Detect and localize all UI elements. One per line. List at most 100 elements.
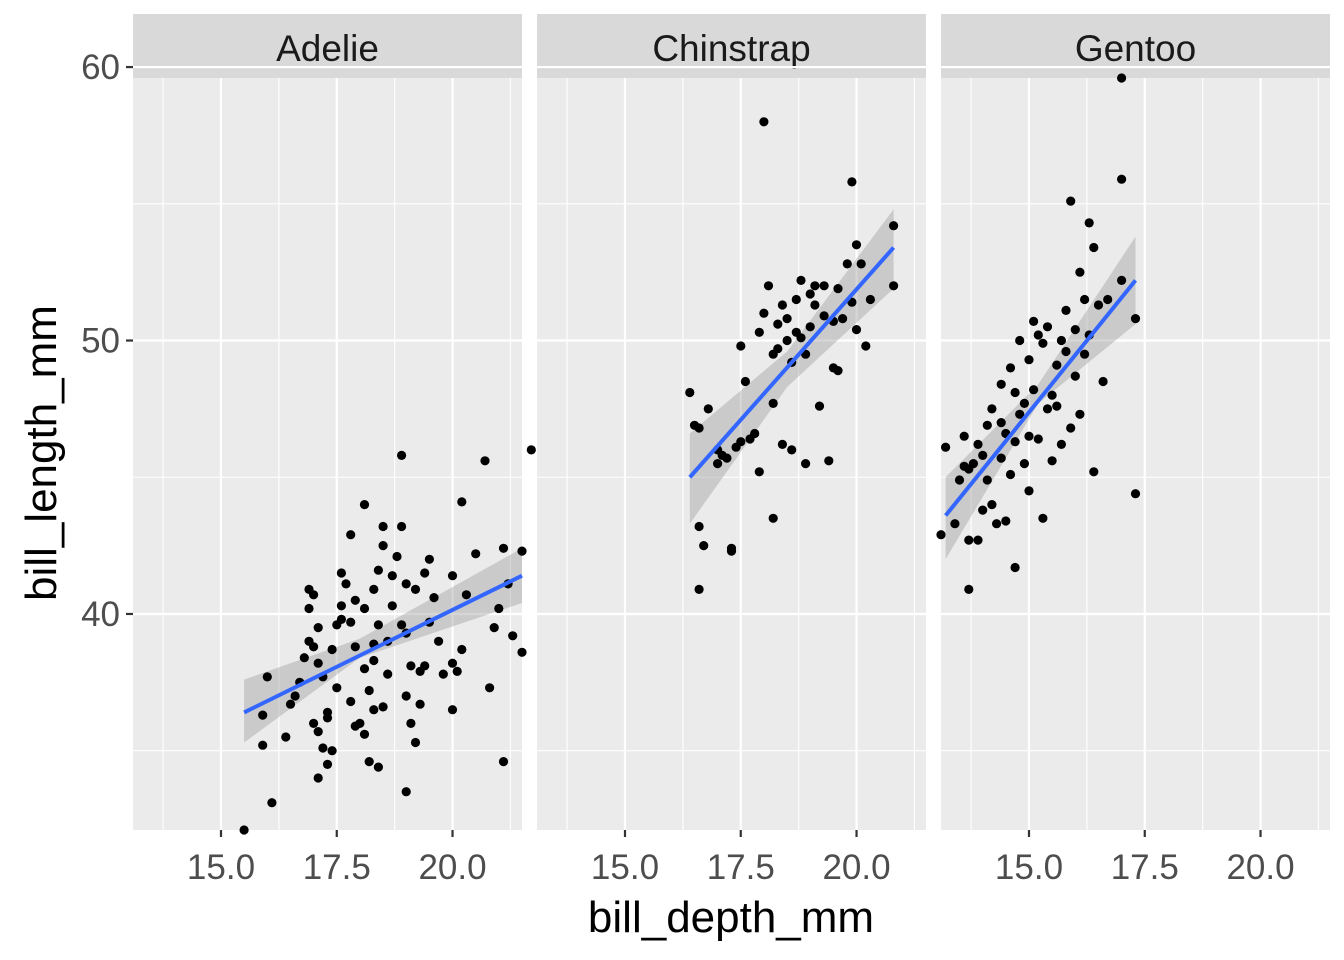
data-point [791,294,801,305]
data-point [336,614,346,625]
data-point [526,445,536,455]
data-point [346,617,356,627]
data-point [378,521,388,532]
data-point [309,718,319,729]
data-point [397,521,407,532]
data-point [262,672,272,682]
data-point [787,445,797,455]
data-point [978,505,988,515]
data-point [973,535,983,545]
data-point [768,398,778,408]
data-point [1019,459,1029,469]
data-point [480,456,490,466]
data-point [1089,242,1099,253]
data-point [313,658,323,668]
data-point [782,314,792,324]
data-point [452,666,462,677]
data-point [1052,401,1062,411]
data-point [801,459,811,469]
data-point [768,513,778,523]
data-point [322,707,333,718]
data-point [359,500,370,510]
data-point [498,757,509,767]
data-point [327,644,337,655]
data-point [359,664,370,674]
data-point [838,314,848,324]
data-point [759,117,769,127]
data-point [424,554,434,564]
data-point [805,289,815,299]
data-point [978,450,988,460]
data-point [950,519,960,529]
data-point [373,620,383,630]
data-point [736,437,746,447]
data-point [299,653,309,663]
data-point [1130,489,1141,499]
data-point [517,546,527,556]
data-point [694,584,704,595]
data-point [1029,316,1039,326]
data-point [763,281,774,291]
data-point [833,366,843,376]
data-point [359,603,370,614]
data-point [1010,562,1020,573]
facet-strip-label: Gentoo [1075,28,1196,69]
data-point [996,418,1006,428]
data-point [392,551,402,562]
points-gentoo [936,73,1141,595]
data-point [1084,218,1094,228]
data-point [327,746,337,756]
data-point [773,319,783,329]
data-point [833,284,843,294]
data-point [750,428,760,439]
data-point [336,568,346,578]
data-point [1024,355,1034,365]
data-point [1080,349,1090,359]
data-point [1038,513,1048,523]
points-chinstrap [685,117,899,595]
data-point [861,341,871,351]
x-tick-label: 15.0 [187,848,255,887]
data-point [982,475,992,485]
data-point [447,658,458,668]
data-point [959,431,969,441]
data-point [350,642,360,652]
data-point [851,325,862,335]
data-point [429,593,439,603]
data-point [281,732,291,742]
data-point [461,590,471,600]
data-point [889,281,899,291]
data-point [434,636,444,646]
data-point [1033,330,1043,340]
facet-strip-label: Chinstrap [652,28,810,69]
data-point [936,530,946,540]
data-point [387,601,397,611]
y-tick-label: 60 [81,48,120,87]
data-point [1042,404,1053,414]
data-point [309,642,319,652]
data-point [410,584,421,595]
data-point [740,376,751,387]
data-point [1024,486,1034,496]
data-point [401,579,411,589]
data-point [1130,314,1141,324]
data-point [851,240,862,250]
data-point [397,450,407,460]
data-point [373,762,383,772]
data-point [485,683,495,693]
data-point [736,341,746,351]
data-point [819,311,829,321]
x-tick-label: 15.0 [591,848,659,887]
data-point [856,259,866,269]
data-point [364,685,374,696]
data-point [982,420,992,430]
data-point [406,718,416,729]
data-point [1093,300,1104,310]
x-tick-label: 17.5 [303,848,371,887]
data-point [304,584,314,595]
data-point [290,691,300,701]
data-point [1024,431,1034,441]
data-point [987,404,997,414]
y-axis-title: bill_length_mm [17,305,66,601]
data-point [346,530,356,540]
